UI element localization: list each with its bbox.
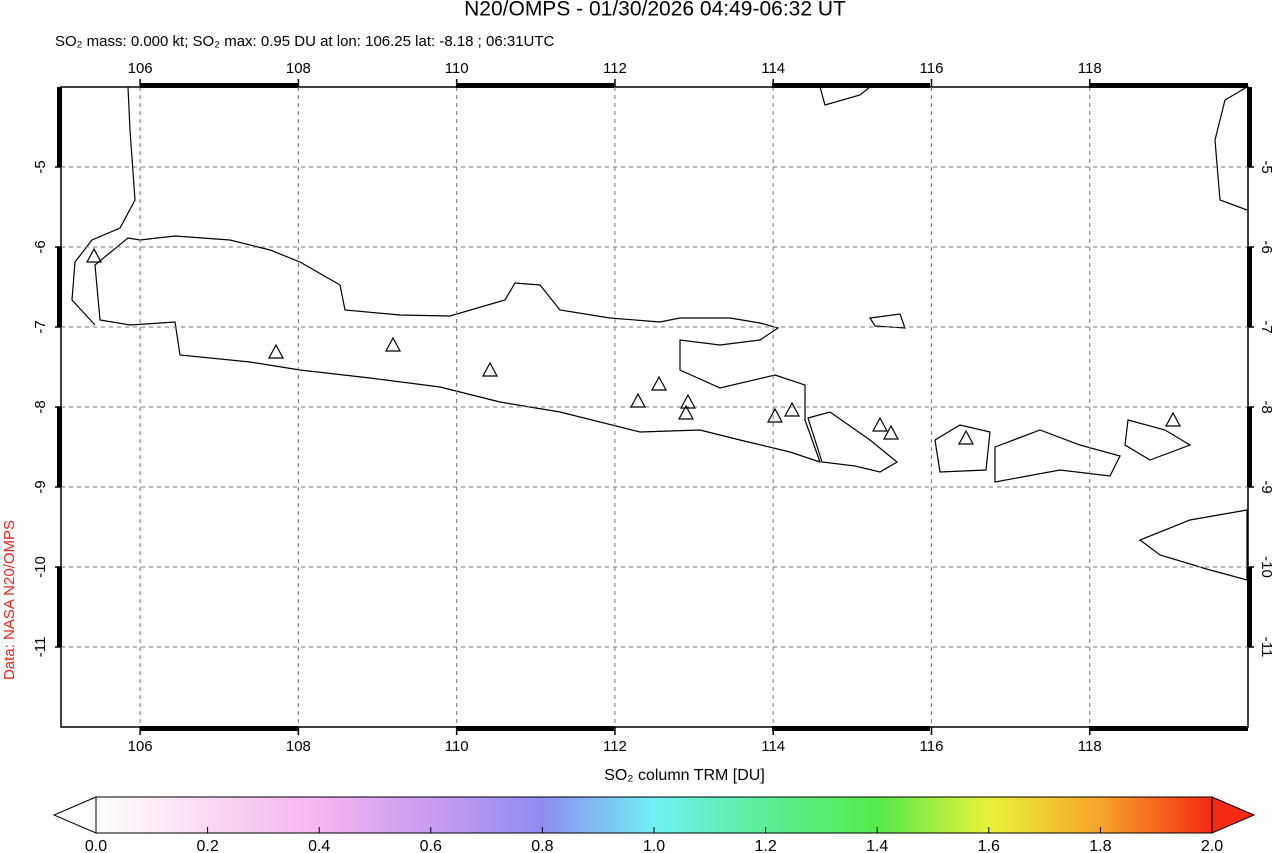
y-tick-label: -8 <box>1258 400 1272 413</box>
frame-segment <box>772 83 930 88</box>
frame-segment <box>1089 726 1248 731</box>
colorbar-tick-label: 1.6 <box>978 838 1000 853</box>
y-tick-label: -7 <box>32 320 49 333</box>
frame-segment <box>140 726 298 731</box>
x-tick-label: 106 <box>128 738 153 755</box>
x-tick-label: 108 <box>286 60 311 77</box>
x-tick-label: 110 <box>445 738 469 755</box>
y-tick-label: -6 <box>1258 240 1272 253</box>
x-tick-label: 114 <box>761 60 785 77</box>
subtitle: SO₂ mass: 0.000 kt; SO₂ max: 0.95 DU at … <box>55 33 555 50</box>
frame-segment <box>57 247 62 327</box>
x-tick-label: 112 <box>603 738 627 755</box>
colorbar-tick-label: 1.4 <box>866 838 888 853</box>
frame-segment <box>456 83 614 88</box>
frame-segment <box>1247 567 1252 647</box>
frame-segment <box>1247 407 1252 487</box>
colorbar-tick-label: 1.2 <box>754 838 776 853</box>
y-tick-label: -8 <box>32 400 49 413</box>
y-tick-label: -5 <box>32 160 49 173</box>
colorbar-tick-label: 0.0 <box>85 838 107 853</box>
volcano <box>783 401 801 417</box>
credit: Data: NASA N20/OMPS <box>1 520 18 680</box>
x-tick-label: 118 <box>1078 60 1102 77</box>
volcano <box>882 424 900 440</box>
frame-segment <box>456 726 614 731</box>
volcano <box>650 375 668 391</box>
volcano <box>679 393 697 409</box>
frame-segment <box>140 83 298 88</box>
colorbar-extend <box>52 796 97 834</box>
frame-segment <box>1247 247 1252 327</box>
coastline <box>1124 419 1192 461</box>
coastline <box>934 424 991 473</box>
y-tick-label: -7 <box>1258 320 1272 333</box>
volcano <box>267 343 285 359</box>
y-tick-label: -9 <box>32 480 49 493</box>
colorbar-tick-label: 0.2 <box>196 838 218 853</box>
coastline <box>94 235 821 463</box>
frame-segment <box>1247 87 1252 167</box>
volcano <box>629 392 647 408</box>
x-tick-label: 116 <box>920 738 944 755</box>
frame-segment <box>57 87 62 167</box>
y-tick-label: -10 <box>32 556 49 578</box>
frame-segment <box>772 726 930 731</box>
y-tick-label: -6 <box>32 240 49 253</box>
colorbar-label: SO₂ column TRM [DU] <box>604 767 765 784</box>
y-tick-label: -10 <box>1258 556 1272 578</box>
coastlines <box>71 86 1248 581</box>
x-tick-label: 106 <box>128 60 153 77</box>
colorbar-tick-label: 0.6 <box>420 838 442 853</box>
coastline <box>868 313 906 329</box>
x-tick-label: 108 <box>286 738 311 755</box>
coastline <box>807 411 899 473</box>
coastline <box>71 86 136 326</box>
x-tick-label: 110 <box>445 60 469 77</box>
y-tick-label: -5 <box>1258 160 1272 173</box>
colorbar-tick-label: 2.0 <box>1201 838 1223 853</box>
frame-segment <box>57 567 62 647</box>
colorbar-tick-label: 1.8 <box>1089 838 1111 853</box>
frame-segment <box>1089 83 1248 88</box>
volcano <box>957 429 975 445</box>
x-tick-label: 114 <box>761 738 785 755</box>
volcano <box>85 247 103 263</box>
volcano <box>384 336 402 352</box>
coastline <box>994 429 1121 483</box>
colorbar-tick-label: 0.4 <box>308 838 330 853</box>
y-tick-label: -9 <box>1258 480 1272 493</box>
volcano <box>1164 411 1182 427</box>
volcano <box>871 416 889 432</box>
coastline <box>819 86 871 106</box>
volcano <box>677 404 695 420</box>
coastline <box>1214 86 1248 211</box>
x-tick-label: 116 <box>920 60 944 77</box>
y-tick-label: -11 <box>32 637 49 658</box>
y-tick-label: -11 <box>1258 637 1272 658</box>
colorbar-extend <box>1211 796 1256 834</box>
volcano <box>481 361 499 377</box>
colorbar-tick-label: 0.8 <box>531 838 553 853</box>
x-tick-label: 118 <box>1078 738 1102 755</box>
chart-title: N20/OMPS - 01/30/2026 04:49-06:32 UT <box>464 0 846 21</box>
x-tick-label: 112 <box>603 60 627 77</box>
volcano <box>766 407 784 423</box>
colorbar-tick-label: 1.0 <box>643 838 665 853</box>
frame-segment <box>57 407 62 487</box>
